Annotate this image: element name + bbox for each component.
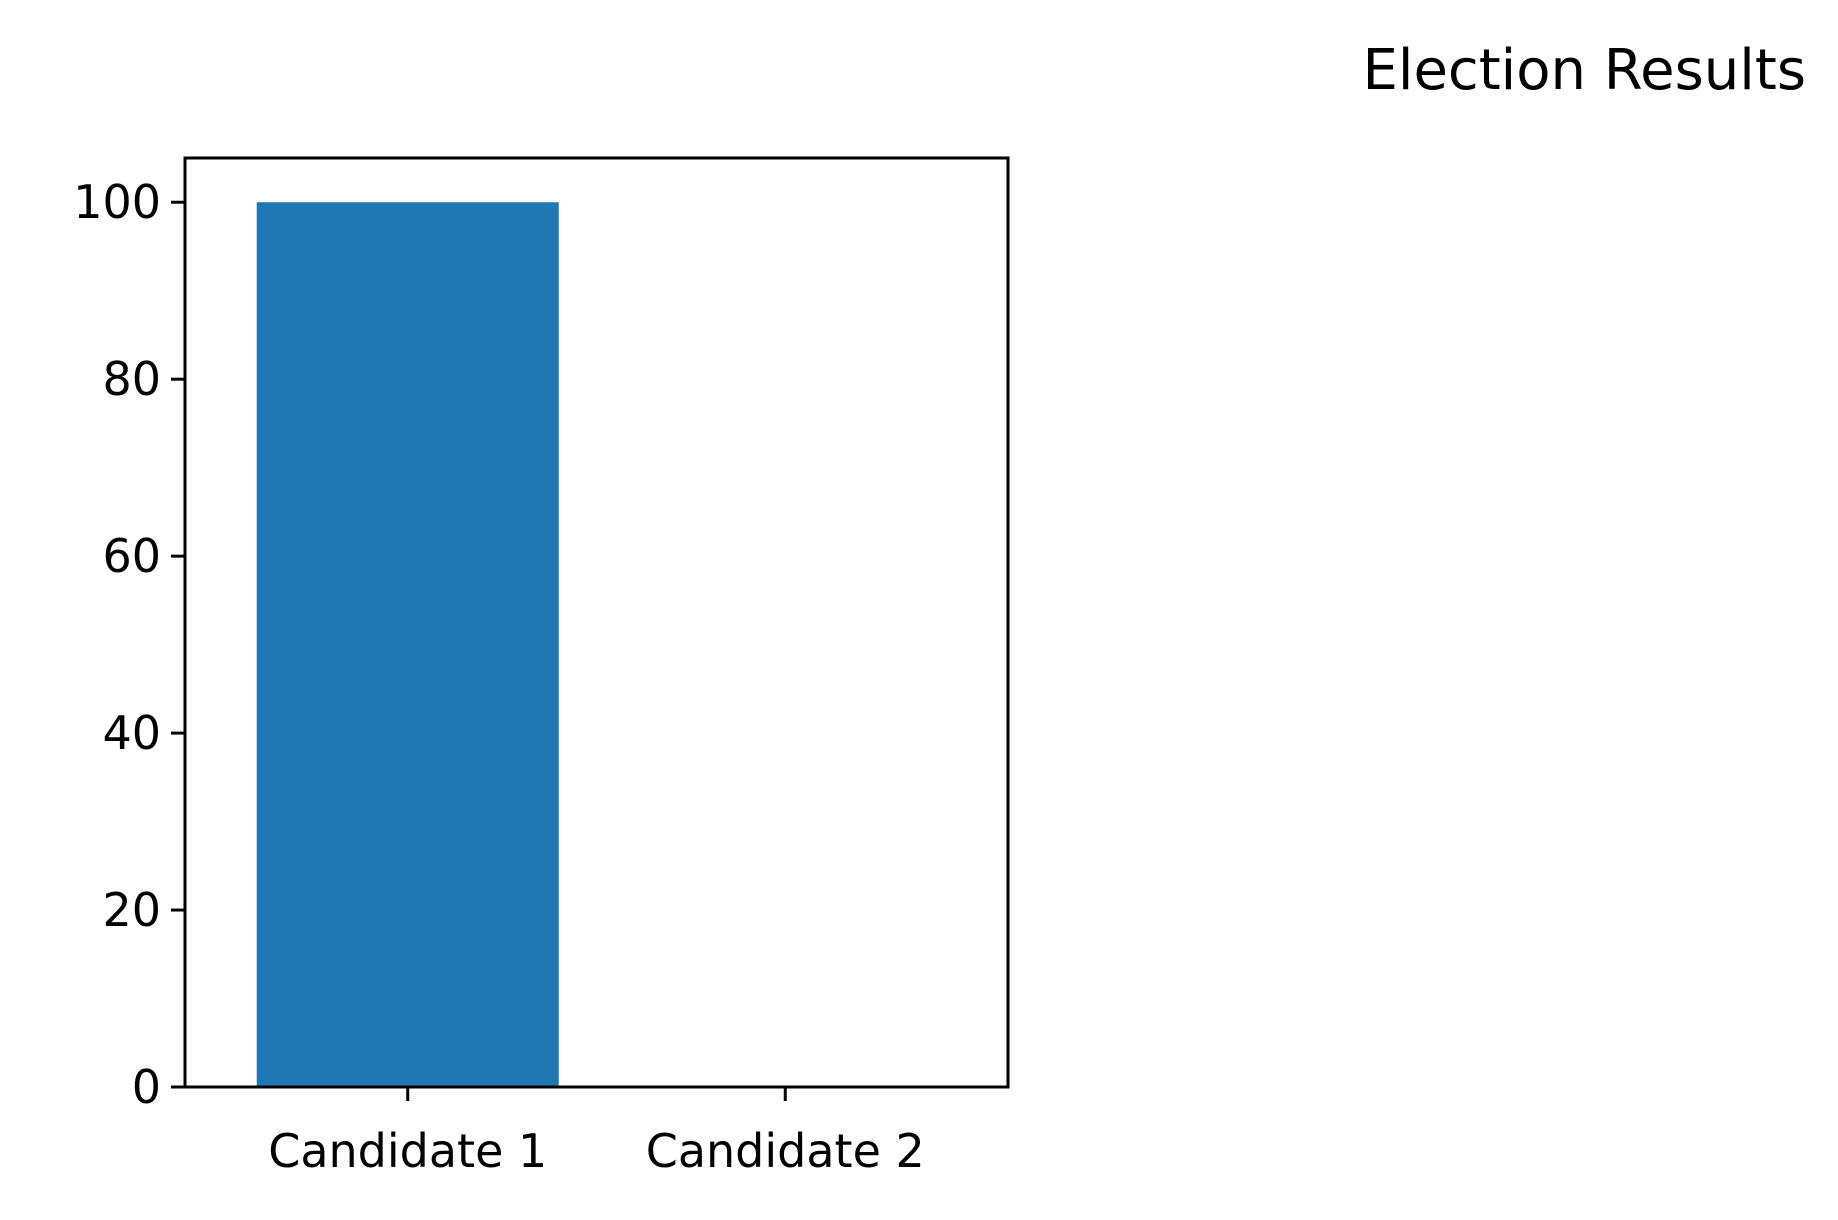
y-tick-label: 0	[132, 1060, 161, 1114]
y-tick-label: 80	[102, 352, 161, 406]
x-tick-label: Candidate 1	[268, 1124, 547, 1178]
x-axis: Candidate 1 Candidate 2	[268, 1087, 925, 1178]
bars-layer	[256, 202, 559, 1087]
y-tick-label: 60	[102, 529, 161, 583]
y-axis: 0 20 40 60 80 100	[73, 175, 185, 1114]
y-tick-label: 100	[73, 175, 161, 229]
x-tick-label: Candidate 2	[646, 1124, 925, 1178]
y-tick-label: 40	[102, 706, 161, 760]
bar-1	[256, 202, 559, 1087]
chart-title: Election Results	[1363, 38, 1806, 103]
plot-frame	[183, 156, 1010, 1089]
y-tick-label: 20	[102, 883, 161, 937]
